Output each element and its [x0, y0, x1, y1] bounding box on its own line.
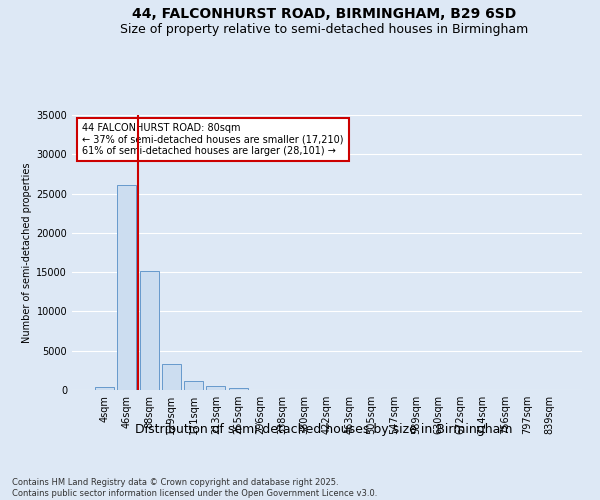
Text: Size of property relative to semi-detached houses in Birmingham: Size of property relative to semi-detach… [120, 22, 528, 36]
Text: 44 FALCONHURST ROAD: 80sqm
← 37% of semi-detached houses are smaller (17,210)
61: 44 FALCONHURST ROAD: 80sqm ← 37% of semi… [82, 123, 344, 156]
Y-axis label: Number of semi-detached properties: Number of semi-detached properties [22, 162, 32, 343]
Bar [184, 382, 203, 390]
Text: Distribution of semi-detached houses by size in Birmingham: Distribution of semi-detached houses by … [135, 422, 513, 436]
Bar [140, 270, 158, 390]
Bar [95, 387, 114, 390]
Bar [162, 364, 181, 390]
Bar [118, 185, 136, 390]
Bar [229, 388, 248, 390]
Text: Contains HM Land Registry data © Crown copyright and database right 2025.
Contai: Contains HM Land Registry data © Crown c… [12, 478, 377, 498]
Bar [206, 386, 225, 390]
Text: 44, FALCONHURST ROAD, BIRMINGHAM, B29 6SD: 44, FALCONHURST ROAD, BIRMINGHAM, B29 6S… [132, 8, 516, 22]
